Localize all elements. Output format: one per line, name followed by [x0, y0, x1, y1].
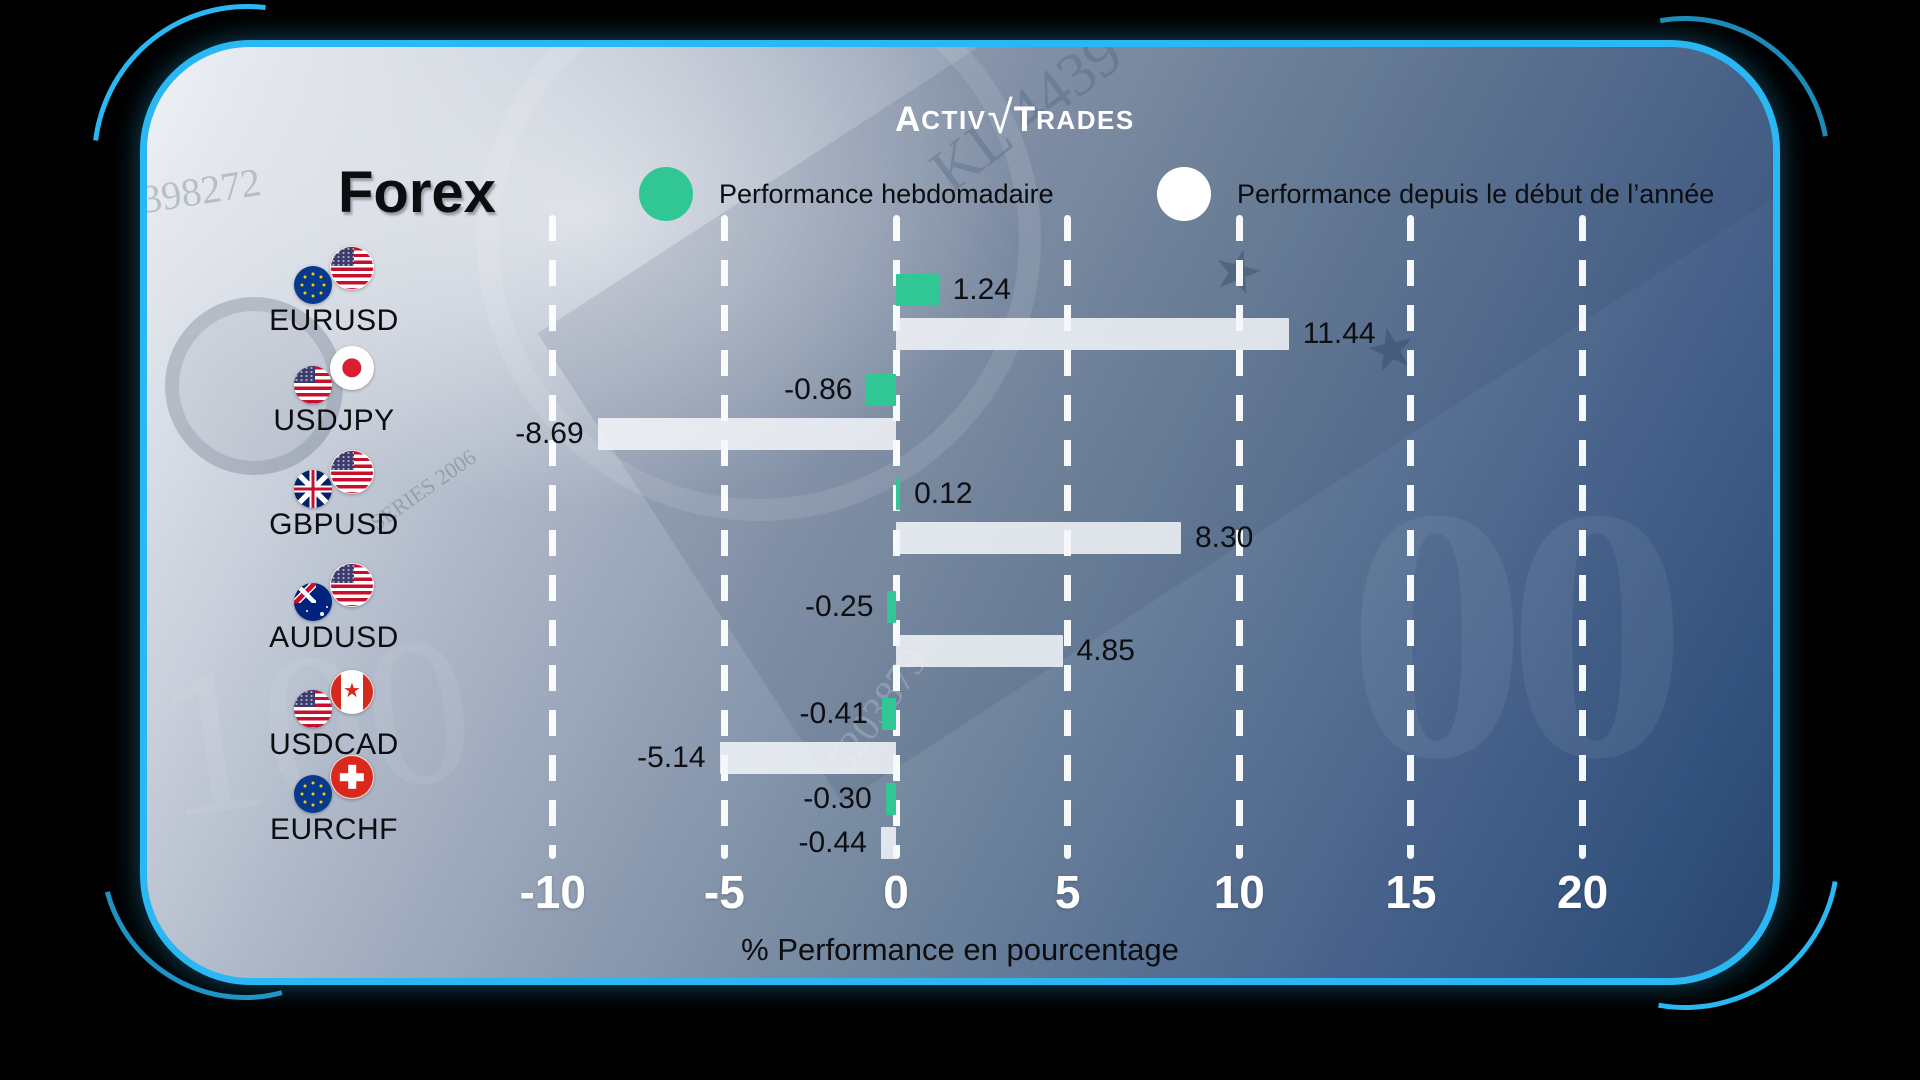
pair-symbol: GBPUSD: [269, 508, 399, 541]
pair-symbol: USDCAD: [269, 728, 399, 761]
pair-symbol: AUDUSD: [269, 621, 399, 654]
flag-ca-icon: [330, 670, 374, 714]
flagpair-icon: [292, 670, 376, 728]
bar-ytd-gbpusd: [896, 522, 1181, 554]
gridline: [549, 215, 557, 859]
currency-pair-eurusd: EURUSD: [234, 246, 434, 338]
value-label: 1.24: [952, 273, 1011, 306]
bar-ytd-eurchf: [880, 827, 896, 859]
axis-tick-label: -10: [519, 866, 586, 918]
bar-weekly-eurchf: [885, 783, 896, 815]
axis-tick-label: 10: [1213, 866, 1265, 918]
logo-word2-initial: T: [1013, 100, 1037, 139]
currency-pair-audusd: AUDUSD: [234, 563, 434, 655]
value-label: 8.30: [1194, 521, 1254, 554]
axis-tick-label: -5: [703, 866, 745, 918]
chart-card: KL 4439 398272 SERIES 2006 5203879 100 0…: [140, 40, 1780, 985]
bar-chart-plot: -10 -5 0 5 10 15 20 EURUSD 1.24 11.44 USDJPY -0.86 -…: [147, 47, 1773, 978]
flagpair-icon: [292, 346, 376, 404]
bar-ytd-usdjpy: [597, 418, 896, 450]
flag-us-icon: [294, 366, 332, 404]
pair-symbol: EURCHF: [270, 813, 398, 846]
legend-label: Performance depuis le début de l’année: [1237, 178, 1715, 209]
flagpair-icon: [292, 755, 376, 813]
legend-green-dot-icon: [639, 167, 693, 221]
currency-pair-usdcad: USDCAD: [234, 670, 434, 762]
legend-item-weekly: Performance hebdomadaire: [639, 167, 1054, 221]
flagpair-icon: [292, 450, 376, 508]
bar-ytd-usdcad: [719, 742, 896, 774]
flag-us-icon: [330, 450, 374, 494]
value-label: 0.12: [914, 477, 973, 510]
bar-weekly-usdjpy: [866, 374, 896, 406]
flagpair-icon: [292, 563, 376, 621]
value-label: -0.25: [805, 590, 874, 623]
value-label: -0.30: [803, 782, 872, 815]
legend-item-ytd: Performance depuis le début de l’année: [1157, 167, 1714, 221]
value-label: -0.44: [798, 826, 867, 859]
flag-gb-icon: [294, 470, 332, 508]
logo-word2-rest: rades: [1036, 104, 1135, 135]
value-label: 11.44: [1302, 317, 1376, 350]
currency-pair-eurchf: EURCHF: [234, 755, 434, 847]
axis-tick-label: 20: [1557, 866, 1609, 918]
logo-word1-initial: A: [895, 100, 922, 139]
pair-symbol: EURUSD: [269, 304, 399, 337]
flag-us-icon: [294, 690, 332, 728]
flag-eu-icon: [294, 266, 332, 304]
flag-eu-icon: [294, 775, 332, 813]
legend-white-dot-icon: [1157, 167, 1211, 221]
flag-jp-icon: [330, 346, 374, 390]
gridline: [1579, 215, 1587, 859]
bar-ytd-eurusd: [896, 318, 1289, 350]
axis-tick-label: 0: [883, 866, 909, 918]
bar-weekly-eurusd: [896, 274, 939, 306]
value-label: 4.85: [1076, 634, 1135, 667]
bar-ytd-audusd: [896, 635, 1063, 667]
axis-tick-label: 15: [1385, 866, 1437, 918]
bar-weekly-audusd: [887, 591, 896, 623]
x-axis-title: % Performance en pourcentage: [741, 932, 1179, 967]
value-label: -5.14: [637, 741, 706, 774]
bar-weekly-usdcad: [881, 698, 896, 730]
currency-pair-gbpusd: GBPUSD: [234, 450, 434, 542]
page-title: Forex: [338, 160, 496, 225]
bar-weekly-gbpusd: [896, 478, 901, 510]
activtrades-logo: Activ √ Trades: [895, 91, 1135, 147]
flag-us-icon: [330, 563, 374, 607]
currency-pair-usdjpy: USDJPY: [234, 346, 434, 438]
gridline: [1235, 215, 1243, 859]
pair-symbol: USDJPY: [273, 404, 395, 437]
flag-us-icon: [330, 246, 374, 290]
legend-label: Performance hebdomadaire: [719, 178, 1054, 209]
gridline: [1407, 215, 1415, 859]
gridline: [720, 215, 728, 859]
logo-slash-icon: √: [987, 91, 1013, 143]
flagpair-icon: [292, 246, 376, 304]
logo-word1-rest: ctiv: [921, 104, 987, 135]
value-label: -0.86: [784, 373, 853, 406]
flag-ch-icon: [330, 755, 374, 799]
value-label: -8.69: [515, 417, 584, 450]
flag-au-icon: [294, 583, 332, 621]
axis-tick-label: 5: [1054, 866, 1081, 918]
value-label: -0.41: [799, 697, 868, 730]
